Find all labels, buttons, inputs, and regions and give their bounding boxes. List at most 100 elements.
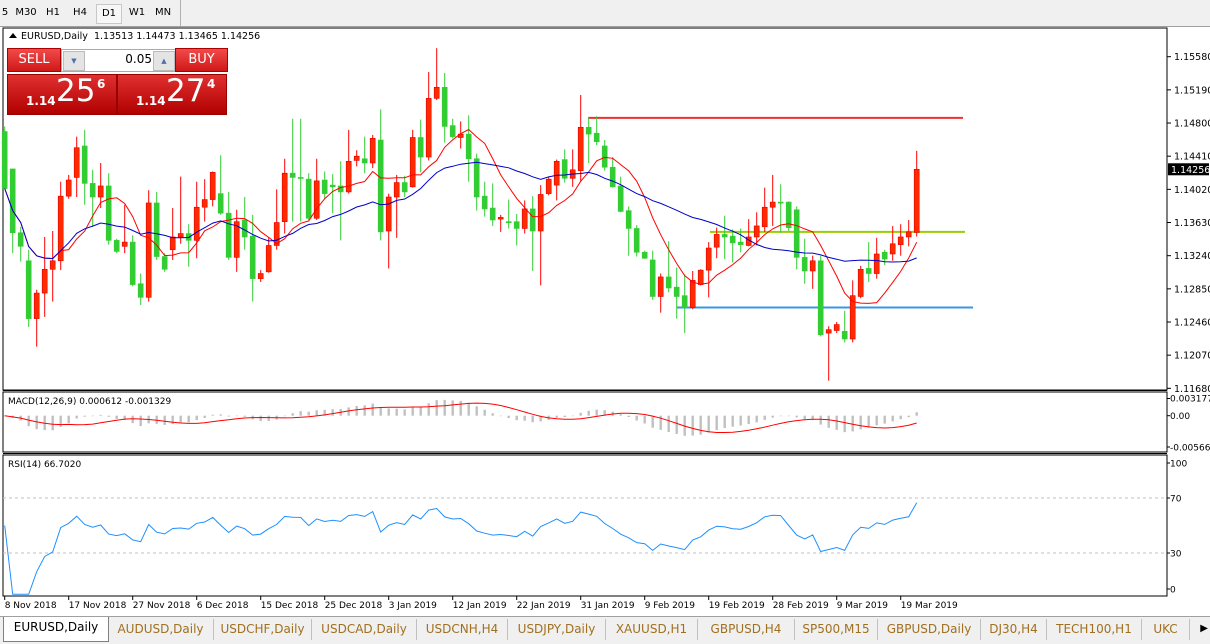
tab-ukc[interactable]: UKC	[1142, 619, 1190, 640]
timeframe-m5[interactable]: 5	[1, 7, 9, 18]
tab-eurusd-daily[interactable]: EURUSD,Daily	[3, 617, 109, 642]
candle-body	[841, 331, 848, 340]
macd-histogram-bar	[443, 399, 446, 416]
macd-histogram-bar	[331, 409, 334, 416]
tab-usdcad-daily[interactable]: USDCAD,Daily	[312, 619, 417, 640]
candle-body	[553, 160, 560, 186]
moving-average-slow-line	[4, 161, 917, 263]
buy-price-button[interactable]: 1.14 27 4	[117, 73, 227, 115]
tab-xauusd-h1[interactable]: XAUUSD,H1	[606, 619, 698, 640]
candle-body	[169, 236, 176, 251]
tab-scroll-right-icon[interactable]: ▶	[1200, 623, 1208, 634]
tab-usdchf-daily[interactable]: USDCHF,Daily	[214, 619, 312, 640]
tab-usdjpy-daily[interactable]: USDJPY,Daily	[508, 619, 606, 640]
candle-body	[385, 196, 392, 232]
macd-histogram-bar	[803, 415, 806, 420]
macd-histogram-bar	[171, 415, 174, 424]
tab-sp500-m15[interactable]: SP500,M15	[795, 619, 878, 640]
tab-tech100-h1[interactable]: TECH100,H1	[1047, 619, 1142, 640]
timeframe-w1[interactable]: W1	[128, 7, 146, 18]
candle	[729, 229, 736, 263]
tab-dj30-h4[interactable]: DJ30,H4	[981, 619, 1047, 640]
sell-price-fraction: 6	[97, 77, 106, 91]
candle-body	[561, 159, 568, 179]
candle	[441, 72, 448, 143]
candle	[625, 206, 632, 256]
rsi-tick-label: 30	[1170, 550, 1182, 560]
timeframe-mn[interactable]: MN	[154, 7, 172, 18]
candle-body	[785, 201, 792, 228]
candle-body	[817, 260, 824, 336]
price-tick-label: 1.14410	[1174, 152, 1210, 163]
timeframe-d1[interactable]: D1	[96, 4, 122, 24]
macd-histogram-bar	[363, 405, 366, 416]
candle	[577, 94, 584, 181]
candle-body	[281, 172, 288, 222]
candle-body	[409, 137, 416, 188]
ohlc-values: 1.13513 1.14473 1.13465 1.14256	[93, 31, 261, 42]
macd-histogram-bar	[603, 410, 606, 416]
decrease-lot-icon[interactable]: ▼	[63, 51, 85, 71]
timeframe-h1[interactable]: H1	[46, 7, 60, 18]
candle-body	[49, 260, 56, 270]
candle	[313, 158, 320, 220]
tab-gbpusd-h4[interactable]: GBPUSD,H4	[698, 619, 795, 640]
increase-lot-icon[interactable]: ▲	[153, 51, 175, 71]
date-label: 12 Jan 2019	[453, 601, 507, 611]
candle	[801, 238, 808, 284]
lot-size-stepper[interactable]: ▼ 0.05 ▲	[61, 49, 177, 72]
candle-body	[657, 276, 664, 297]
tab-gbpusd-daily[interactable]: GBPUSD,Daily	[878, 619, 981, 640]
buy-button[interactable]: BUY	[175, 48, 228, 72]
candle	[65, 174, 72, 199]
macd-histogram-bar	[227, 415, 230, 417]
candle-body	[753, 225, 760, 238]
candle-body	[521, 208, 528, 229]
macd-signal-line	[4, 402, 917, 433]
candle-body	[161, 256, 168, 270]
candle-body	[689, 280, 696, 308]
macd-histogram-bar	[755, 415, 758, 423]
candle-body	[889, 243, 896, 255]
candle-body	[17, 232, 24, 247]
timeframe-m30[interactable]: M30	[15, 7, 37, 18]
macd-histogram-bar	[771, 415, 774, 418]
macd-histogram-bar	[379, 407, 382, 416]
macd-histogram-bar	[115, 415, 118, 419]
candle-body	[857, 268, 864, 297]
candle-body	[625, 210, 632, 229]
macd-histogram-bar	[555, 415, 558, 418]
candle	[681, 274, 688, 334]
price-tick-label: 1.13630	[1174, 218, 1210, 229]
candle-body	[809, 260, 816, 272]
tab-usdcnh-h4[interactable]: USDCNH,H4	[417, 619, 508, 640]
candle-body	[97, 185, 104, 198]
date-label: 19 Feb 2019	[709, 601, 765, 611]
collapse-triangle-icon[interactable]	[9, 33, 17, 38]
macd-histogram-bar	[387, 408, 390, 416]
candle	[817, 255, 824, 337]
macd-histogram-bar	[595, 409, 598, 416]
candle-body	[81, 145, 88, 184]
candle-body	[465, 133, 472, 160]
candle-body	[641, 251, 648, 259]
lot-size-input[interactable]: 0.05	[125, 52, 152, 66]
candle-body	[513, 221, 520, 229]
sell-button[interactable]: SELL	[7, 48, 61, 72]
candle	[417, 119, 424, 173]
macd-histogram-bar	[515, 415, 518, 421]
candle-body	[737, 241, 744, 245]
macd-histogram-bar	[299, 411, 302, 416]
rsi-tick-label: 0	[1170, 586, 1176, 596]
candle-body	[369, 138, 376, 164]
macd-histogram-bar	[715, 415, 718, 431]
candle-body	[73, 147, 80, 178]
timeframe-h4[interactable]: H4	[73, 7, 87, 18]
candle	[265, 236, 272, 273]
sell-price-button[interactable]: 1.14 25 6	[7, 73, 117, 115]
tab-audusd-daily[interactable]: AUDUSD,Daily	[108, 619, 214, 640]
candle	[337, 161, 344, 241]
candle	[697, 269, 704, 286]
macd-histogram-bar	[723, 415, 726, 429]
